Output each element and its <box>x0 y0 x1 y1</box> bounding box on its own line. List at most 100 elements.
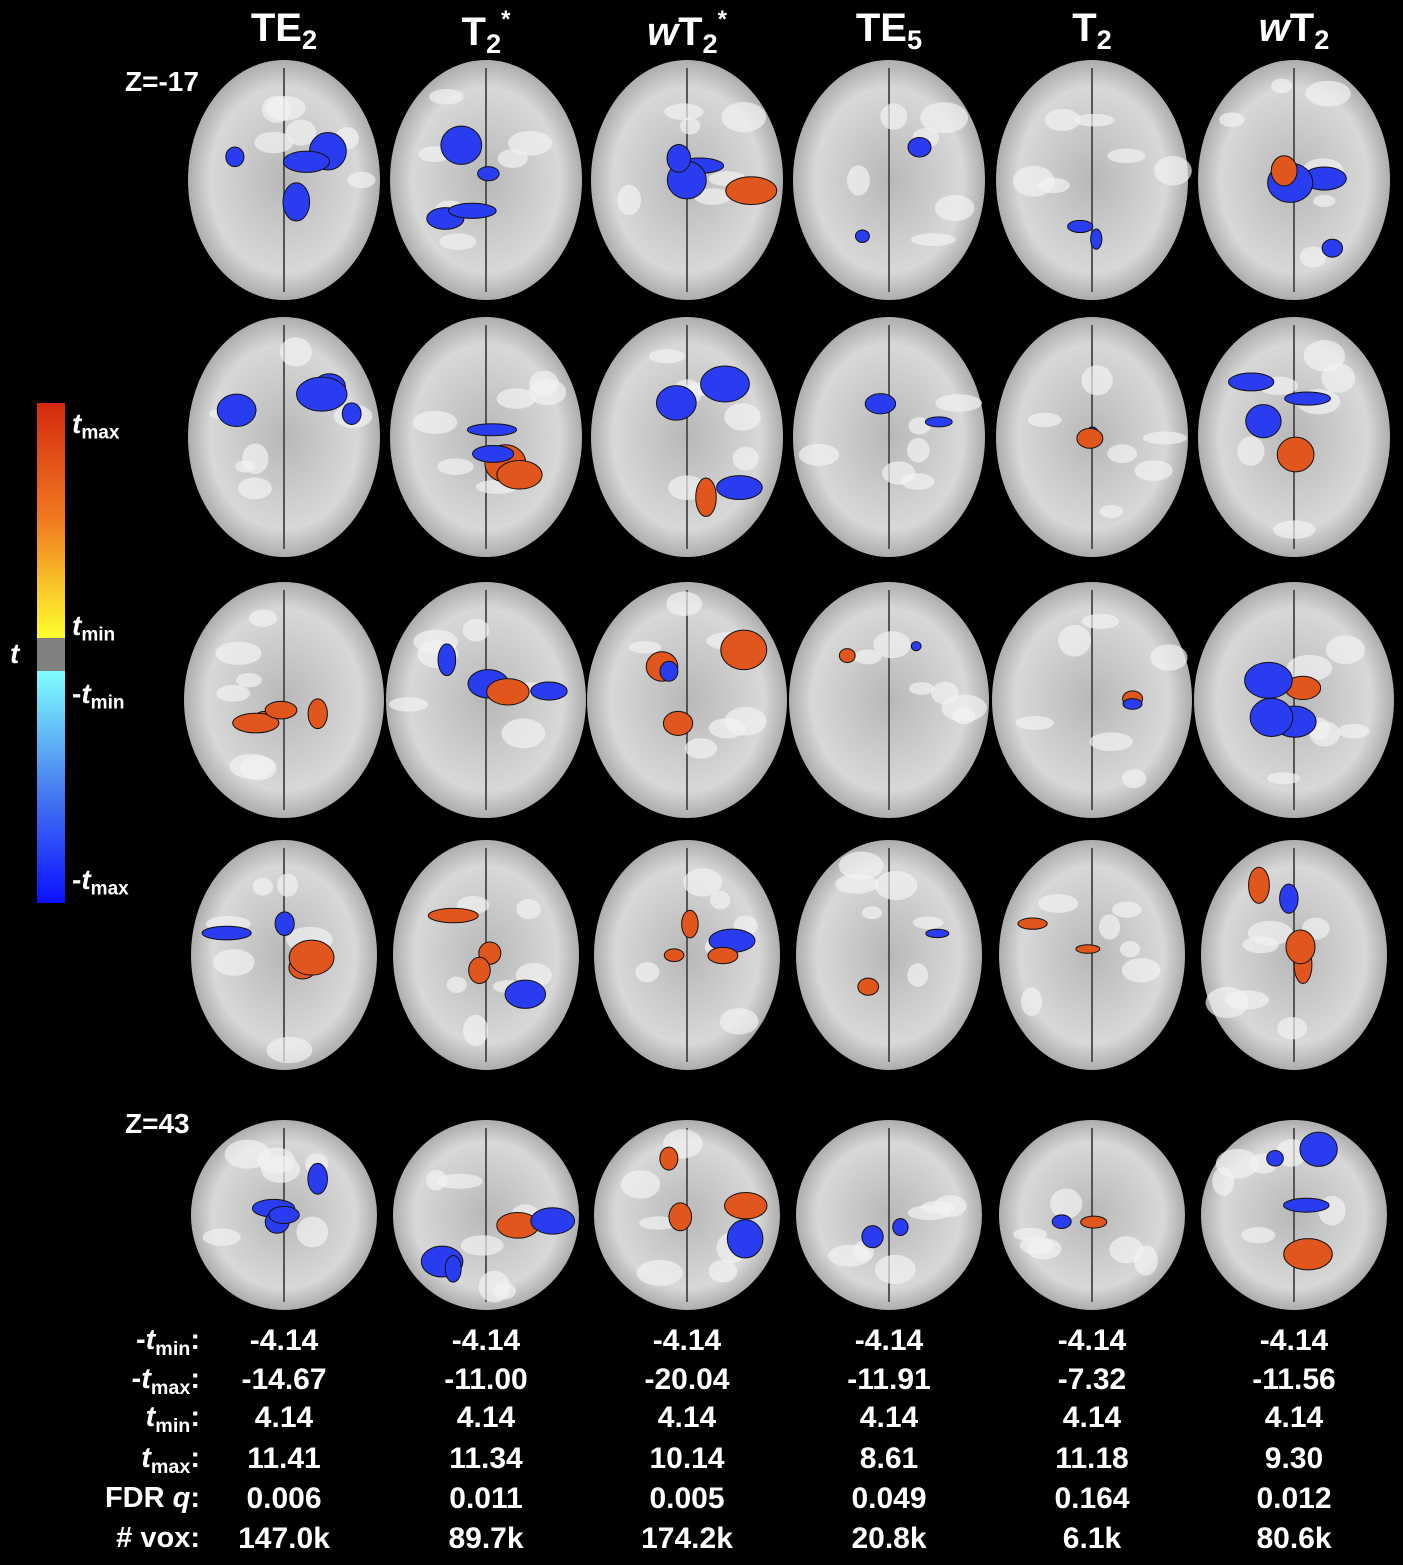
text-part: min <box>155 1337 191 1360</box>
tissue-pattern <box>248 609 278 627</box>
tissue-pattern <box>719 1008 759 1035</box>
activation-blob <box>854 229 870 243</box>
stat-value: 20.8k <box>851 1522 927 1555</box>
tissue-pattern <box>1015 715 1055 730</box>
activation-blob <box>201 925 252 941</box>
tissue-pattern <box>721 102 767 133</box>
stat-value: -7.32 <box>1057 1363 1127 1396</box>
text-part: : <box>190 1324 200 1356</box>
text-part: - <box>72 678 82 709</box>
tissue-pattern <box>708 717 746 739</box>
tissue-pattern <box>1013 1227 1047 1241</box>
stat-value: 10.14 <box>649 1442 725 1475</box>
activation-blob <box>296 376 348 412</box>
stat-value: -14.67 <box>241 1363 327 1396</box>
tissue-pattern <box>437 458 474 475</box>
tissue-pattern <box>1150 644 1188 671</box>
activation-blob <box>1245 404 1282 439</box>
tissue-pattern <box>516 898 541 920</box>
tissue-pattern <box>1058 624 1092 657</box>
tissue-pattern <box>1121 769 1147 789</box>
text-part: 5 <box>907 24 923 56</box>
text-part: q <box>172 1482 191 1514</box>
stat-value: -4.14 <box>854 1324 924 1357</box>
stat-value: 4.14 <box>254 1401 314 1434</box>
stat-value: 8.61 <box>859 1442 919 1475</box>
tissue-pattern <box>285 119 317 146</box>
tissue-pattern <box>1107 444 1138 464</box>
tissue-pattern <box>1237 436 1265 466</box>
stat-value: -11.91 <box>847 1363 931 1396</box>
activation-blob <box>659 1146 679 1171</box>
column-header: TE2 <box>251 6 317 56</box>
tissue-pattern <box>347 171 376 189</box>
text-part: 2 <box>302 24 318 56</box>
tissue-pattern <box>388 697 428 712</box>
stat-value: -4.14 <box>1057 1324 1127 1357</box>
activation-blob <box>1285 929 1316 965</box>
column-header: T2* <box>462 6 511 60</box>
stat-value: 0.005 <box>649 1482 725 1515</box>
colorbar-label: tmin <box>72 610 115 647</box>
activation-blob <box>440 125 483 165</box>
tissue-pattern <box>1212 1166 1235 1196</box>
tissue-pattern <box>1037 177 1070 194</box>
colorbar-warm <box>37 403 65 638</box>
activation-blob <box>486 678 530 706</box>
tissue-pattern <box>1020 987 1043 1017</box>
tissue-pattern <box>463 1014 489 1047</box>
tissue-pattern <box>1309 721 1340 747</box>
text-part: max <box>150 1376 191 1399</box>
tissue-pattern <box>436 1173 483 1189</box>
stat-value: 11.18 <box>1055 1442 1129 1475</box>
activation-blob <box>427 907 479 924</box>
tissue-pattern <box>873 631 911 659</box>
tissue-pattern <box>620 1170 661 1199</box>
text-part: T <box>1289 6 1315 50</box>
column-header: TE5 <box>856 6 922 56</box>
tissue-pattern <box>1219 112 1245 127</box>
tissue-pattern <box>478 1270 511 1303</box>
activation-blob <box>1248 866 1270 904</box>
tissue-pattern <box>496 388 536 409</box>
tissue-pattern <box>666 591 703 616</box>
text-part: T <box>1072 6 1097 50</box>
activation-blob <box>307 698 328 730</box>
tissue-pattern <box>639 1216 678 1230</box>
activation-blob <box>695 477 717 518</box>
activation-blob <box>925 928 950 939</box>
tissue-pattern <box>854 649 882 665</box>
tissue-pattern <box>266 1036 313 1064</box>
stat-value: -4.14 <box>652 1324 722 1357</box>
tissue-pattern <box>880 103 908 130</box>
tissue-pattern <box>216 684 251 702</box>
activation-blob <box>861 1225 884 1249</box>
tissue-pattern <box>798 443 840 466</box>
activation-blob <box>1283 1238 1333 1271</box>
activation-blob <box>681 909 699 939</box>
stat-label: # vox: <box>0 1522 200 1555</box>
tissue-pattern <box>213 948 255 976</box>
tissue-pattern <box>277 873 299 897</box>
text-part: 2 <box>1096 24 1112 56</box>
tissue-pattern <box>296 1216 329 1248</box>
stat-value: 4.14 <box>657 1401 717 1434</box>
tissue-pattern <box>679 117 701 135</box>
stat-value: 0.164 <box>1054 1482 1130 1515</box>
tissue-pattern <box>529 370 559 397</box>
stat-value: -4.14 <box>1259 1324 1329 1357</box>
stat-value: 147.0k <box>238 1522 330 1555</box>
activation-blob <box>1321 238 1344 258</box>
activation-blob <box>232 712 280 734</box>
text-part: * <box>501 6 511 33</box>
text-part: t <box>72 408 82 439</box>
activation-blob <box>496 459 543 490</box>
tissue-pattern <box>202 1228 241 1246</box>
tissue-pattern <box>215 641 262 665</box>
activation-blob <box>1266 1150 1284 1167</box>
activation-blob <box>274 911 295 936</box>
activation-blob <box>700 365 750 403</box>
activation-blob <box>1090 228 1103 250</box>
